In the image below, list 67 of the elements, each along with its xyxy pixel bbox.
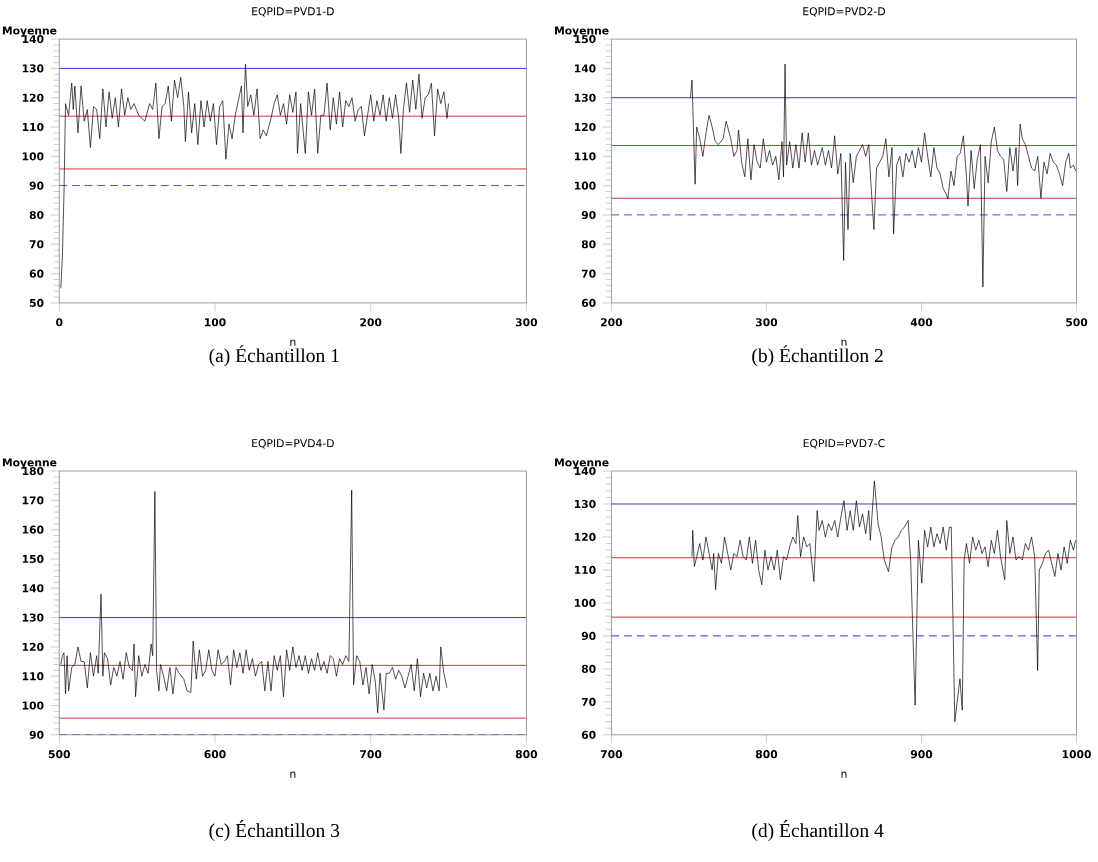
x-tick-label: 200: [601, 318, 623, 327]
y-tick-label: 140: [22, 35, 44, 44]
chart-title: EQPID=PVD7-C: [803, 439, 885, 449]
x-axis-title: n: [841, 771, 847, 778]
y-tick-label: 110: [574, 565, 596, 575]
x-tick-label: 0: [56, 318, 63, 327]
x-axis-title: n: [290, 771, 296, 778]
x-tick-label: 800: [515, 750, 538, 759]
y-tick-label: 60: [581, 730, 596, 739]
y-tick-label: 90: [581, 631, 596, 641]
y-tick-label: 70: [581, 697, 596, 706]
y-tick-label: 60: [581, 298, 596, 308]
y-tick-label: 150: [22, 554, 44, 564]
y-tick-label: 80: [581, 664, 596, 674]
y-tick-label: 130: [574, 93, 596, 102]
y-tick-label: 160: [22, 525, 44, 534]
x-tick-label: 700: [600, 750, 623, 759]
chart-title: EQPID=PVD1-D: [252, 7, 334, 17]
y-axis-title: Moyenne: [2, 26, 57, 37]
y-tick-label: 140: [574, 64, 596, 73]
y-tick-label: 110: [574, 152, 596, 161]
y-tick-label: 120: [22, 93, 44, 102]
x-tick-label: 500: [1066, 318, 1088, 327]
y-tick-label: 110: [22, 123, 44, 132]
x-tick-label: 600: [204, 750, 226, 759]
text: (d) Échantillon 4: [752, 820, 884, 842]
y-tick-label: 120: [22, 642, 44, 652]
x-tick-label: 800: [755, 750, 778, 759]
x-tick-label: 300: [515, 318, 538, 327]
y-tick-label: 100: [574, 598, 596, 608]
y-tick-label: 90: [29, 730, 44, 739]
x-tick-label: 400: [910, 318, 933, 327]
y-tick-label: 100: [574, 181, 596, 190]
y-tick-label: 90: [581, 210, 596, 220]
y-tick-label: 80: [581, 240, 596, 249]
y-tick-label: 100: [22, 152, 44, 161]
x-tick-label: 1000: [1062, 750, 1091, 759]
y-tick-label: 100: [22, 701, 44, 710]
y-tick-label: 90: [29, 181, 44, 190]
y-tick-label: 70: [581, 269, 596, 278]
x-tick-label: 200: [360, 318, 382, 327]
y-tick-label: 140: [22, 584, 44, 593]
x-tick-label: 500: [48, 750, 70, 759]
y-axis-title: Moyenne: [555, 26, 609, 37]
y-tick-label: 150: [574, 35, 596, 44]
text: (b) Échantillon 2: [752, 345, 883, 367]
y-tick-label: 130: [22, 613, 44, 622]
x-tick-label: 900: [910, 750, 933, 759]
y-tick-label: 80: [29, 210, 44, 220]
text: (a) Échantillon 1: [209, 345, 339, 367]
chart-title: EQPID=PVD4-D: [252, 439, 334, 449]
y-tick-label: 60: [29, 269, 44, 278]
y-tick-label: 170: [22, 496, 44, 505]
chart-title: EQPID=PVD2-D: [803, 7, 885, 17]
x-axis-title: n: [290, 339, 296, 346]
x-tick-label: 700: [360, 750, 382, 759]
x-tick-label: 300: [755, 318, 778, 327]
x-axis-title: n: [841, 339, 847, 346]
y-tick-label: 130: [22, 64, 44, 73]
y-tick-label: 130: [574, 499, 596, 509]
y-tick-label: 50: [29, 298, 44, 308]
y-tick-label: 120: [574, 123, 596, 132]
text: (c) Échantillon 3: [209, 820, 340, 842]
y-tick-label: 120: [574, 532, 596, 542]
x-tick-label: 100: [204, 318, 226, 327]
y-tick-label: 110: [22, 672, 44, 681]
y-tick-label: 70: [29, 240, 44, 249]
